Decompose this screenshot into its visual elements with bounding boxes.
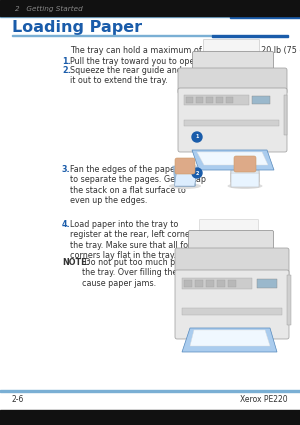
Text: 2   Getting Started: 2 Getting Started bbox=[15, 6, 83, 12]
Text: Do not put too much paper in
the tray. Over filling the tray may
cause paper jam: Do not put too much paper in the tray. O… bbox=[82, 258, 216, 288]
Bar bbox=[231, 168, 259, 182]
Bar bbox=[0, 0, 300, 16]
FancyBboxPatch shape bbox=[188, 230, 274, 253]
Text: Squeeze the rear guide and pull
it out to extend the tray.: Squeeze the rear guide and pull it out t… bbox=[70, 66, 199, 85]
Text: 2: 2 bbox=[195, 170, 199, 176]
Text: The tray can hold a maximum of 150 sheets of 20 lb (75 g/m²) plain paper.: The tray can hold a maximum of 150 sheet… bbox=[70, 46, 300, 55]
Ellipse shape bbox=[227, 183, 262, 189]
Text: 2-6: 2-6 bbox=[12, 396, 24, 405]
Polygon shape bbox=[175, 166, 196, 186]
Polygon shape bbox=[172, 166, 196, 186]
Bar bbox=[0, 16, 230, 17]
Text: 3.: 3. bbox=[62, 165, 70, 174]
Text: Fan the edges of the paper stack
to separate the pages. Gently tap
the stack on : Fan the edges of the paper stack to sepa… bbox=[70, 165, 206, 205]
Circle shape bbox=[192, 132, 202, 142]
Bar bbox=[231, 173, 259, 187]
FancyBboxPatch shape bbox=[200, 219, 259, 235]
Polygon shape bbox=[175, 166, 197, 186]
Text: 2.: 2. bbox=[62, 66, 71, 75]
FancyBboxPatch shape bbox=[175, 248, 289, 276]
Bar bbox=[12, 35, 212, 36]
Bar bbox=[0, 410, 300, 425]
Text: 1.: 1. bbox=[62, 57, 70, 66]
Bar bbox=[184, 280, 192, 287]
Polygon shape bbox=[197, 152, 268, 165]
Bar bbox=[206, 97, 213, 103]
Text: Loading Paper: Loading Paper bbox=[12, 20, 142, 34]
Bar bbox=[228, 280, 236, 287]
Bar bbox=[231, 171, 259, 185]
FancyBboxPatch shape bbox=[193, 51, 274, 73]
Bar bbox=[196, 97, 203, 103]
Bar bbox=[182, 278, 252, 289]
FancyBboxPatch shape bbox=[175, 270, 289, 339]
FancyBboxPatch shape bbox=[178, 68, 287, 94]
Bar bbox=[0, 390, 300, 391]
Polygon shape bbox=[192, 150, 274, 170]
Ellipse shape bbox=[169, 183, 201, 189]
Polygon shape bbox=[175, 166, 195, 186]
Bar bbox=[230, 16, 300, 18]
Text: NOTE:: NOTE: bbox=[62, 258, 90, 267]
Bar bbox=[287, 275, 291, 325]
Bar bbox=[195, 280, 203, 287]
Bar bbox=[184, 120, 279, 126]
Bar bbox=[212, 35, 288, 37]
Bar bbox=[184, 95, 249, 105]
Bar bbox=[231, 170, 259, 184]
FancyBboxPatch shape bbox=[175, 158, 195, 174]
Polygon shape bbox=[174, 166, 195, 186]
Bar bbox=[217, 280, 225, 287]
Text: 4.: 4. bbox=[62, 220, 70, 229]
FancyBboxPatch shape bbox=[234, 156, 256, 172]
Bar bbox=[186, 97, 193, 103]
Text: Load paper into the tray to
register at the rear, left corner of
the tray. Make : Load paper into the tray to register at … bbox=[70, 220, 204, 260]
Text: Pull the tray toward you to open.: Pull the tray toward you to open. bbox=[70, 57, 202, 66]
Bar bbox=[226, 97, 233, 103]
Bar bbox=[216, 97, 223, 103]
Polygon shape bbox=[190, 330, 270, 346]
Text: 1: 1 bbox=[195, 134, 199, 139]
Bar bbox=[284, 95, 287, 135]
Circle shape bbox=[192, 168, 202, 178]
FancyBboxPatch shape bbox=[178, 88, 287, 152]
Bar bbox=[257, 279, 277, 288]
Bar bbox=[252, 96, 270, 104]
FancyBboxPatch shape bbox=[203, 40, 260, 57]
Text: Xerox PE220: Xerox PE220 bbox=[240, 396, 288, 405]
Polygon shape bbox=[182, 328, 277, 352]
Bar bbox=[182, 308, 282, 315]
Bar bbox=[206, 280, 214, 287]
